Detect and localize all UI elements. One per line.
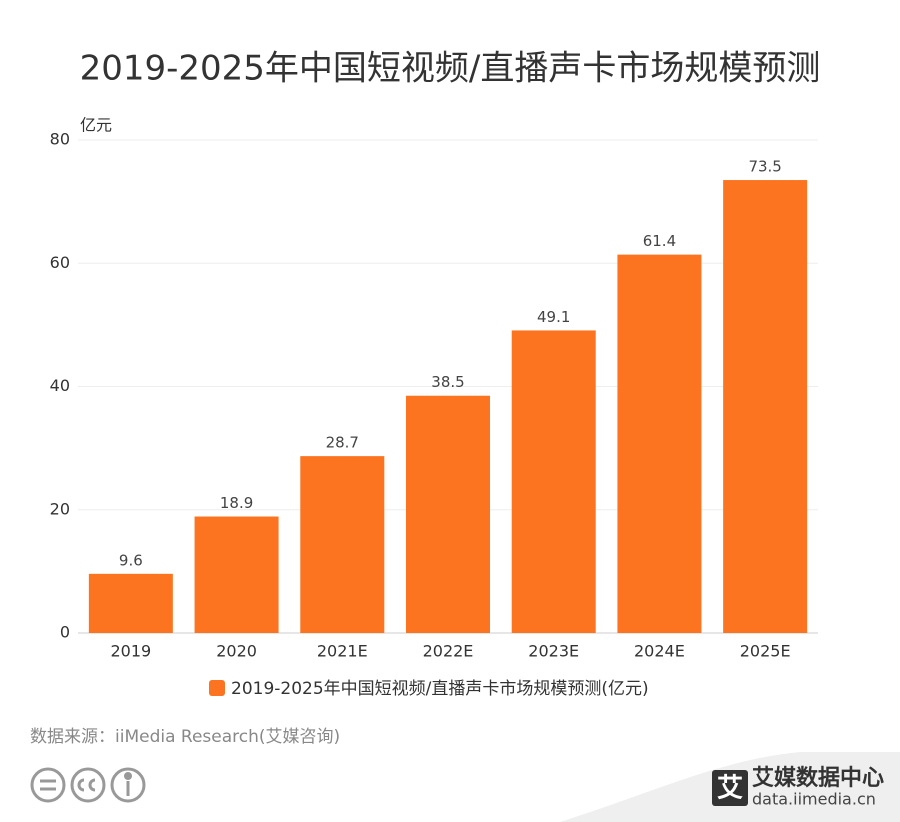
x-tick-label: 2022E bbox=[423, 642, 474, 661]
x-tick-label: 2023E bbox=[528, 642, 579, 661]
y-tick-label: 80 bbox=[50, 130, 70, 149]
data-label: 38.5 bbox=[431, 373, 464, 391]
legend-label: 2019-2025年中国短视频/直播声卡市场规模预测(亿元) bbox=[231, 679, 649, 699]
data-label: 18.9 bbox=[220, 494, 253, 512]
bar bbox=[723, 180, 808, 633]
logo-mark: 艾 bbox=[717, 774, 743, 804]
chart-title: 2019-2025年中国短视频/直播声卡市场规模预测 bbox=[80, 49, 821, 89]
bar bbox=[300, 456, 385, 633]
bar bbox=[194, 516, 279, 633]
bar bbox=[406, 395, 490, 633]
bar bbox=[617, 254, 702, 633]
y-tick-label: 60 bbox=[50, 253, 70, 272]
legend-marker bbox=[209, 680, 225, 696]
logo-box bbox=[712, 770, 748, 806]
x-tick-label: 2019 bbox=[110, 642, 151, 661]
logo-url: data.iimedia.cn bbox=[752, 790, 876, 809]
data-label: 28.7 bbox=[326, 434, 359, 452]
y-tick-label: 0 bbox=[60, 623, 70, 642]
y-tick-label: 40 bbox=[50, 376, 70, 395]
bar bbox=[511, 330, 596, 633]
license-icons bbox=[30, 767, 146, 803]
data-label: 61.4 bbox=[643, 232, 676, 250]
source-note: 数据来源：iiMedia Research(艾媒咨询) bbox=[30, 727, 340, 747]
data-label: 49.1 bbox=[537, 308, 570, 326]
x-tick-label: 2025E bbox=[740, 642, 791, 661]
x-tick-label: 2021E bbox=[317, 642, 368, 661]
data-label: 9.6 bbox=[119, 551, 143, 569]
y-axis-unit: 亿元 bbox=[80, 116, 112, 135]
data-label: 73.5 bbox=[748, 158, 781, 176]
y-tick-label: 20 bbox=[50, 499, 70, 518]
logo-name: 艾媒数据中心 bbox=[752, 765, 884, 791]
x-tick-label: 2024E bbox=[634, 642, 685, 661]
x-tick-label: 2020 bbox=[216, 642, 257, 661]
bar bbox=[88, 573, 173, 633]
